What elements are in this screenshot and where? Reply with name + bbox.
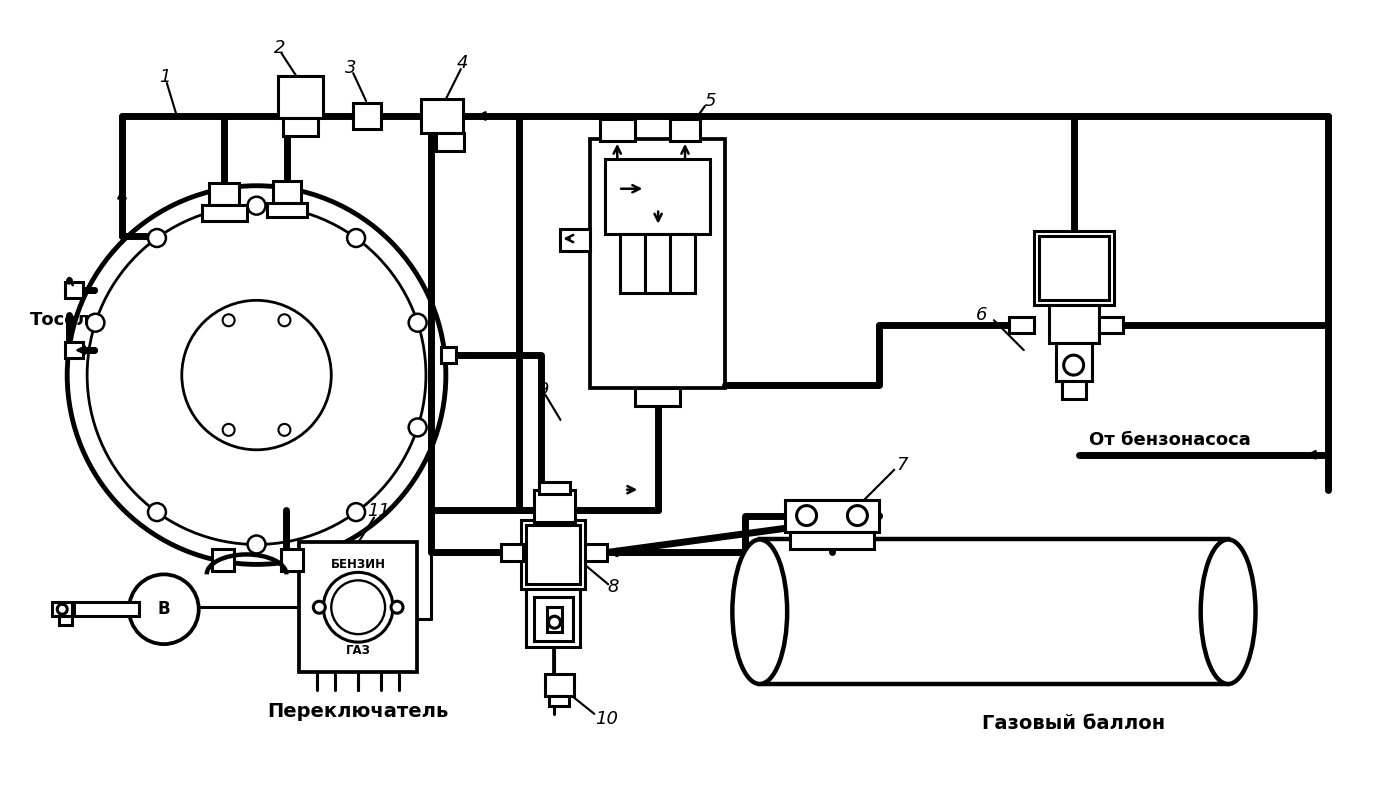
Bar: [585, 544, 607, 562]
Bar: [760, 540, 1228, 684]
Bar: [526, 525, 581, 585]
Text: Переключатель: Переключатель: [268, 702, 448, 721]
Bar: [1061, 381, 1086, 399]
Circle shape: [348, 229, 366, 247]
Bar: [52, 602, 72, 616]
Bar: [65, 342, 83, 358]
Text: 10: 10: [595, 710, 618, 728]
Text: 4: 4: [457, 55, 469, 72]
Text: 5: 5: [704, 92, 716, 110]
Circle shape: [247, 536, 265, 554]
Circle shape: [87, 314, 105, 332]
Circle shape: [796, 506, 817, 525]
Circle shape: [68, 186, 446, 564]
Bar: [283, 118, 319, 136]
Circle shape: [313, 601, 326, 613]
Circle shape: [182, 300, 331, 450]
Bar: [534, 597, 574, 641]
Text: 2: 2: [273, 40, 286, 57]
Bar: [282, 550, 304, 571]
Text: 8: 8: [607, 578, 620, 596]
Bar: [440, 347, 455, 363]
Bar: [421, 99, 462, 133]
Bar: [600, 119, 635, 141]
Circle shape: [548, 616, 560, 628]
Bar: [75, 602, 139, 616]
Ellipse shape: [733, 540, 787, 684]
Bar: [534, 490, 575, 521]
Bar: [1009, 318, 1034, 333]
Circle shape: [148, 503, 166, 521]
Text: БЕНЗИН: БЕНЗИН: [331, 558, 385, 571]
Text: 1: 1: [159, 68, 171, 86]
Bar: [538, 482, 570, 494]
Circle shape: [847, 506, 868, 525]
Bar: [65, 282, 83, 299]
Circle shape: [57, 604, 68, 615]
Text: 3: 3: [345, 59, 357, 77]
Bar: [591, 139, 724, 388]
Bar: [546, 608, 563, 632]
Text: Тосол: Тосол: [30, 311, 91, 329]
Circle shape: [148, 229, 166, 247]
Text: От бензонасоса: От бензонасоса: [1089, 431, 1250, 449]
Bar: [520, 520, 585, 589]
Bar: [1056, 343, 1092, 381]
Circle shape: [323, 573, 393, 642]
Text: Газовый баллон: Газовый баллон: [983, 714, 1165, 733]
Bar: [526, 589, 581, 647]
Bar: [785, 499, 879, 532]
Text: 9: 9: [537, 381, 548, 399]
Bar: [436, 133, 464, 151]
Bar: [211, 550, 233, 571]
Bar: [671, 119, 700, 141]
Bar: [299, 543, 417, 672]
Text: 6: 6: [976, 307, 988, 324]
Circle shape: [348, 503, 366, 521]
Bar: [545, 674, 574, 696]
Ellipse shape: [1201, 540, 1256, 684]
Circle shape: [279, 424, 290, 436]
Bar: [1049, 305, 1098, 343]
Bar: [560, 228, 591, 250]
Text: ГАЗ: ГАЗ: [346, 644, 371, 656]
Bar: [201, 205, 247, 220]
Text: B: B: [157, 600, 170, 619]
Bar: [620, 234, 696, 293]
Bar: [353, 103, 381, 129]
Bar: [549, 696, 570, 706]
Bar: [1039, 235, 1108, 300]
Circle shape: [408, 314, 426, 332]
Bar: [501, 544, 523, 562]
Bar: [273, 181, 301, 203]
Bar: [635, 388, 680, 406]
Bar: [268, 203, 308, 216]
Text: 11: 11: [367, 502, 391, 520]
Bar: [279, 76, 323, 118]
Circle shape: [247, 197, 265, 215]
Bar: [789, 532, 875, 550]
Bar: [606, 159, 709, 234]
Circle shape: [222, 314, 235, 326]
Circle shape: [408, 419, 426, 436]
Bar: [208, 182, 239, 205]
Bar: [1034, 231, 1114, 305]
Text: 7: 7: [897, 456, 908, 474]
Circle shape: [87, 205, 426, 544]
Circle shape: [331, 581, 385, 634]
Circle shape: [222, 424, 235, 436]
Bar: [59, 616, 72, 625]
Circle shape: [128, 574, 199, 644]
Circle shape: [279, 314, 290, 326]
Circle shape: [391, 601, 403, 613]
Circle shape: [1064, 356, 1083, 375]
Bar: [1098, 318, 1123, 333]
